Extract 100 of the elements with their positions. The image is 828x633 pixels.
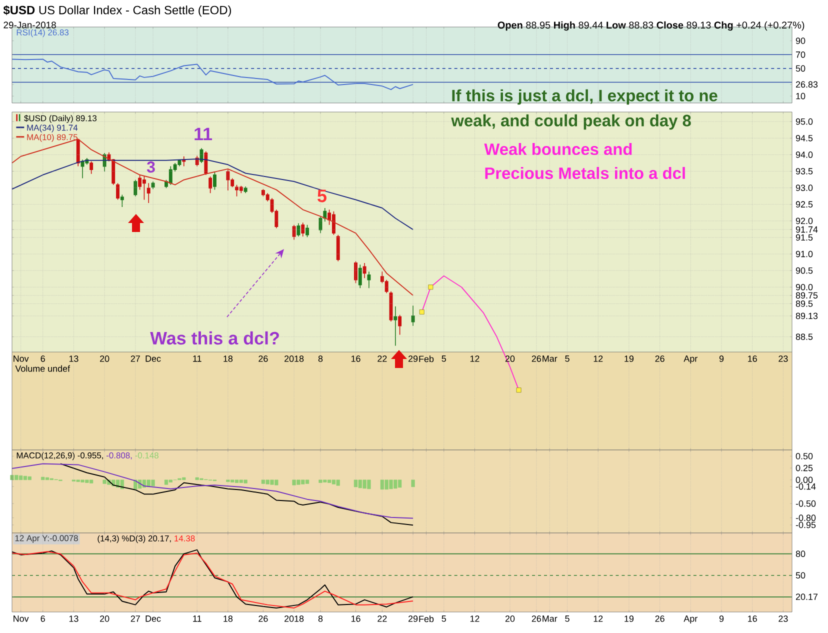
x-tick-label: 29 [408, 356, 418, 362]
x-tick-label: 26 [258, 616, 268, 622]
x-tick-label: 11 [193, 356, 202, 362]
y-tick-label: 89.5 [796, 300, 813, 307]
candlestick [336, 234, 340, 262]
x-tick-label: 11 [193, 616, 202, 622]
annotation: 12 Apr Y:-0.0078 [15, 535, 78, 543]
line-series [12, 463, 414, 519]
x-tick-label: 9 [719, 616, 724, 622]
x-tick-label: 6 [40, 616, 45, 622]
x-tick-label: 26 [655, 356, 664, 362]
annotation: Precious Metals into a dcl [485, 166, 685, 180]
y-tick-label: 0.25 [796, 464, 813, 472]
candlestick [146, 182, 150, 204]
y-tick-label: 90.0 [796, 284, 813, 290]
series-label: MACD(12,26,9) -0.955, [16, 452, 103, 460]
x-tick-label: Apr [684, 616, 698, 624]
y-tick-label: 90 [796, 38, 806, 44]
annotation: 3 [146, 161, 155, 173]
x-tick-label: 16 [351, 356, 360, 362]
y-tick-label: 90.5 [796, 267, 813, 274]
x-tick-label: 8 [318, 356, 323, 362]
y-tick-label: 91.5 [796, 234, 813, 241]
x-tick-label: 20 [505, 616, 515, 622]
y-tick-label: 89.13 [796, 312, 818, 320]
x-tick-label: 16 [351, 616, 360, 622]
chart-title: $USD US Dollar Index - Cash Settle (EOD) [3, 5, 232, 17]
x-tick-label: 20 [100, 356, 110, 362]
candlestick [213, 171, 216, 190]
x-tick-label: 18 [224, 616, 233, 622]
x-tick-label: 5 [565, 616, 570, 622]
y-tick-label: -0.14 [796, 483, 816, 490]
x-tick-label: 27 [130, 616, 140, 622]
x-tick-label: 19 [624, 616, 634, 622]
candlestick [76, 138, 80, 167]
candlestick [411, 305, 415, 326]
y-tick-label: 0.50 [796, 452, 813, 460]
text: $USD (Daily) 89.13 [24, 114, 97, 123]
x-tick-label: 5 [442, 356, 446, 362]
x-tick-label: Feb [419, 616, 434, 622]
y-tick-label: 93.5 [796, 168, 813, 174]
text: RSI(14) 26.83 [16, 29, 69, 38]
series-label: -0.808, [106, 452, 132, 460]
y-tick-label: 50 [796, 572, 806, 579]
candlestick [301, 222, 305, 237]
x-tick-label: 8 [318, 616, 323, 622]
point [419, 309, 424, 314]
text: Open 88.95 High 89.44 Low 88.83 Close 89.13 Chg +0.24 (+0.27%) [498, 21, 804, 31]
x-tick-label: Mar [542, 616, 558, 622]
x-tick-label: 13 [69, 356, 78, 362]
candlestick [226, 169, 230, 191]
x-tick-label: Apr [684, 356, 698, 364]
x-tick-label: 12 [470, 356, 480, 362]
x-tick-label: Nov [14, 356, 29, 362]
y-tick-label: 92.0 [796, 218, 813, 224]
x-tick-label: 23 [778, 356, 788, 362]
candlestick [362, 262, 366, 279]
x-tick-label: 27 [130, 356, 140, 362]
x-tick-label: 20 [100, 616, 110, 622]
x-tick-label: 22 [378, 356, 387, 362]
y-tick-label: -0.95 [796, 522, 816, 528]
y-tick-label: 89.75 [796, 292, 818, 299]
x-tick-label: 29 [408, 616, 418, 622]
y-tick-label: 94.0 [796, 152, 813, 158]
annotation: Was this a dcl? [150, 331, 279, 345]
candlestick [358, 264, 362, 289]
candlestick [354, 260, 358, 284]
x-tick-label: 2018 [284, 616, 304, 622]
line-series [12, 58, 414, 90]
y-tick-label: 88.5 [796, 334, 813, 340]
x-tick-label: Mar [542, 356, 558, 362]
y-tick-label: 20.17 [796, 594, 818, 600]
x-tick-label: 13 [69, 616, 78, 622]
candlestick [239, 185, 243, 194]
x-tick-label: 6 [40, 356, 45, 362]
y-tick-label: -0.80 [796, 514, 816, 521]
y-tick-label: 10 [796, 92, 806, 100]
annotation: 11 [194, 128, 212, 140]
y-tick-label: 70 [796, 51, 806, 58]
x-tick-label: 12 [470, 616, 480, 622]
x-tick-label: 26 [258, 356, 268, 362]
x-tick-label: 26 [532, 616, 542, 622]
candlestick [367, 271, 371, 289]
x-tick-label: Dec [146, 616, 161, 622]
x-tick-label: 9 [719, 356, 724, 362]
x-tick-label: Dec [146, 356, 161, 362]
candlestick [306, 224, 309, 238]
candlestick [296, 222, 300, 237]
y-tick-label: 95.0 [796, 118, 813, 125]
x-tick-label: Feb [419, 356, 434, 362]
annotation: If this is just a dcl, I expect it to ne [452, 89, 718, 105]
line-series [60, 463, 414, 526]
y-tick-label: 91.0 [796, 250, 813, 258]
x-tick-label: 18 [224, 356, 233, 362]
annotation: Weak bounces and [484, 142, 632, 156]
y-tick-label: 26.83 [796, 81, 818, 88]
annotation: 5 [318, 190, 326, 202]
candlestick [120, 194, 124, 208]
y-tick-label: 0.00 [796, 476, 813, 484]
series-label: (14,3) %D(3) 20.17, [98, 535, 171, 544]
